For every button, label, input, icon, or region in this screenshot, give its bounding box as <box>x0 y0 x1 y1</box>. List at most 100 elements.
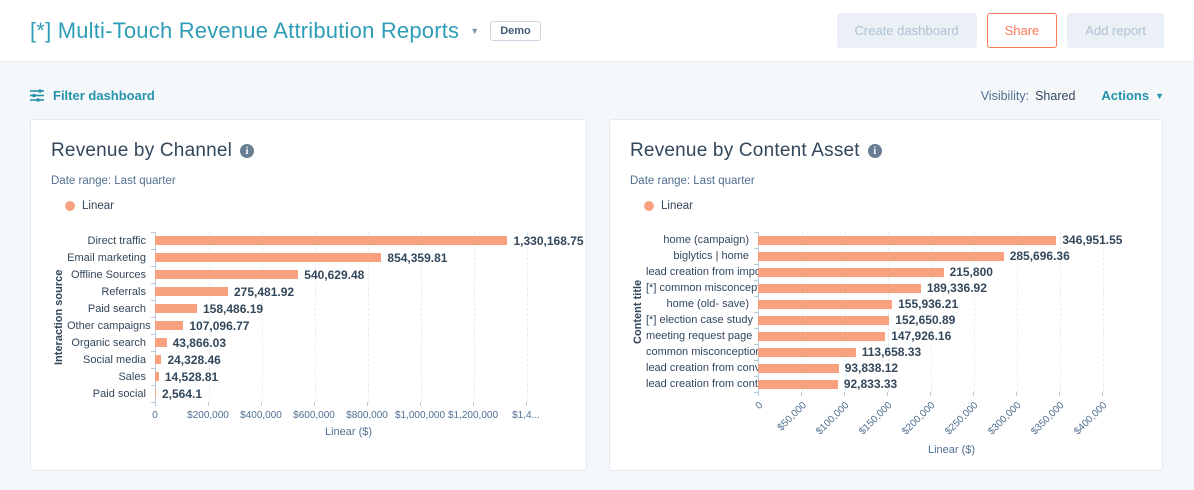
y-axis-tick <box>151 351 155 352</box>
chart-row: lead creation from conta... 92,833.33 <box>646 376 1145 392</box>
y-axis-tick <box>754 248 758 249</box>
y-axis-tick <box>151 283 155 284</box>
add-report-button[interactable]: Add report <box>1067 13 1164 48</box>
bar[interactable] <box>155 270 299 279</box>
bar[interactable] <box>758 379 838 389</box>
y-axis-title: Interaction source <box>53 269 65 365</box>
y-axis-tick <box>151 232 155 233</box>
bar-value-label: 215,800 <box>949 265 993 279</box>
x-tick-label: 0 <box>152 410 158 421</box>
bar[interactable] <box>155 355 162 364</box>
x-axis: 0 $50,000 $100,000 $150,000 $200,000 $250,000… <box>754 392 1145 444</box>
bar[interactable] <box>758 315 890 325</box>
bar[interactable] <box>758 347 856 357</box>
plot-area <box>151 232 542 403</box>
category-label: Offline Sources <box>70 268 146 281</box>
chart-row: Organic search 43,866.03 <box>67 334 566 351</box>
x-tick-label: $400,000 <box>240 410 282 421</box>
plot-area <box>754 232 1145 393</box>
bar-value-label: 93,838.12 <box>844 361 899 375</box>
filter-dashboard-link[interactable]: Filter dashboard <box>30 88 155 103</box>
chart-row: Paid social 2,564.1 <box>67 385 566 402</box>
category-label: home (old- save) <box>666 298 749 310</box>
chart-row: Offline Sources 540,629.48 <box>67 266 566 283</box>
bar[interactable] <box>758 331 886 341</box>
chart-row: biglytics | home 285,696.36 <box>646 248 1145 264</box>
x-axis-tick <box>420 402 421 406</box>
bar[interactable] <box>758 251 1004 261</box>
info-icon[interactable]: i <box>867 144 882 158</box>
chart-row: common misconception... 113,658.33 <box>646 344 1145 360</box>
x-axis: 0 $200,000 $400,000 $600,000 $800,000 $1,000,… <box>152 402 542 426</box>
bar[interactable] <box>758 235 1057 245</box>
x-tick-label: $400,000 <box>1072 400 1110 438</box>
category-label: [*] election case study <box>646 314 754 326</box>
chart-row: [*] common misconcepti... 189,336.92 <box>646 280 1145 296</box>
bar[interactable] <box>155 321 184 330</box>
category-label: Email marketing <box>67 251 146 264</box>
x-axis-tick <box>155 402 156 406</box>
bar-value-label: 107,096.77 <box>189 318 250 333</box>
y-axis-tick <box>151 368 155 369</box>
gridline <box>315 232 316 402</box>
info-icon[interactable]: i <box>240 144 255 158</box>
dashboard-toolbar: Filter dashboard Visibility: Shared Actio… <box>0 88 1194 103</box>
x-axis-tick <box>887 392 888 396</box>
category-label: Social media <box>83 353 146 366</box>
x-axis-title: Linear ($) <box>927 444 976 456</box>
bar[interactable] <box>155 372 159 381</box>
gridline <box>802 232 803 392</box>
legend-item-linear[interactable]: Linear <box>65 200 566 212</box>
x-axis-tick <box>1102 392 1103 396</box>
category-label: Paid search <box>87 302 146 315</box>
chart-row: [*] election case study 152,650.89 <box>646 312 1145 328</box>
bar[interactable] <box>155 338 167 347</box>
x-axis-title: Linear ($) <box>324 426 373 438</box>
actions-menu[interactable]: Actions ▼ <box>1101 88 1164 103</box>
create-dashboard-button[interactable]: Create dashboard <box>836 13 977 48</box>
bar[interactable] <box>758 363 839 373</box>
y-axis-tick <box>754 328 758 329</box>
y-axis-title: Content title <box>632 279 644 345</box>
bar[interactable] <box>758 283 921 293</box>
bar-rows: Direct traffic 1,330,168.75 Email marketin… <box>67 232 584 402</box>
bar[interactable] <box>155 236 508 245</box>
x-axis-tick <box>1016 392 1017 396</box>
bar[interactable] <box>155 287 228 296</box>
x-tick-label: $100,000 <box>814 400 852 438</box>
bar[interactable] <box>155 253 382 262</box>
legend-label: Linear <box>82 200 114 212</box>
x-axis-tick <box>473 402 474 406</box>
bar[interactable] <box>758 299 893 309</box>
x-tick-label: $350,000 <box>1029 400 1067 438</box>
x-axis-tick <box>314 402 315 406</box>
y-axis-tick <box>151 402 155 403</box>
x-axis-tick <box>1059 392 1060 396</box>
bar[interactable] <box>155 389 156 398</box>
y-axis-tick <box>151 334 155 335</box>
bar-value-label: 14,528.81 <box>164 369 219 384</box>
bar-value-label: 92,833.33 <box>843 377 898 391</box>
x-axis-tick <box>367 402 368 406</box>
chart-row: Sales 14,528.81 <box>67 368 566 385</box>
x-axis-tick <box>758 392 759 396</box>
title-dropdown-caret-icon[interactable]: ▼ <box>470 25 480 36</box>
top-header: [*] Multi-Touch Revenue Attribution Repo… <box>0 0 1194 62</box>
x-tick-label: $1,4... <box>512 410 540 421</box>
category-label: meeting request page <box>646 330 753 342</box>
x-tick-label: $200,000 <box>187 410 229 421</box>
y-axis-tick <box>754 392 758 393</box>
gridline <box>421 232 422 402</box>
y-axis-tick <box>754 280 758 281</box>
y-axis-tick <box>754 296 758 297</box>
category-label: lead creation from conta... <box>646 378 758 390</box>
demo-badge: Demo <box>490 20 541 41</box>
legend-item-linear[interactable]: Linear <box>644 200 1142 212</box>
x-tick-label: $300,000 <box>986 400 1024 438</box>
share-button[interactable]: Share <box>986 13 1058 48</box>
chart-row: Paid search 158,486.19 <box>67 300 566 317</box>
bar-chart: Content title home (campaign) 346,951.55 b… <box>630 232 1142 456</box>
bar[interactable] <box>758 267 944 277</box>
bar[interactable] <box>155 304 197 313</box>
chart-row: home (old- save) 155,936.21 <box>646 296 1145 312</box>
